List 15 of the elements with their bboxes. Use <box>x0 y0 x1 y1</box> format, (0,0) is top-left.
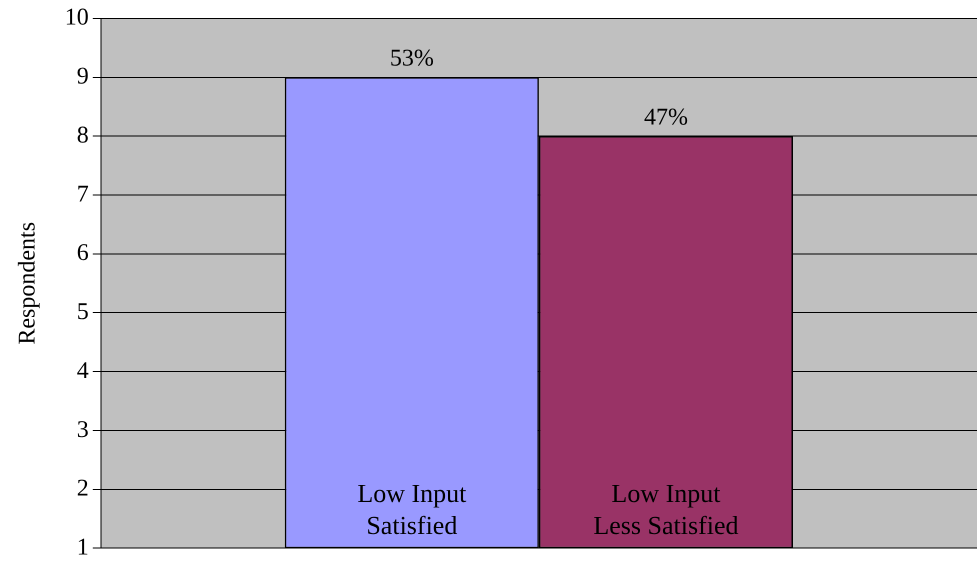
y-tick-label: 9 <box>76 64 89 90</box>
y-tick-label: 3 <box>76 416 89 443</box>
y-tick-label: 10 <box>64 4 89 31</box>
annotation: 53% <box>390 46 434 72</box>
y-tick-label: 6 <box>76 240 89 266</box>
y-tick-label: 4 <box>76 358 89 384</box>
y-tick-label: 8 <box>76 122 89 148</box>
series-label: Low Input Less Satisfied <box>593 479 739 540</box>
y-tick-label: 1 <box>76 534 89 560</box>
y-tick-label: 7 <box>76 181 89 208</box>
series-label: Low Input Satisfied <box>357 479 468 540</box>
y-axis-title: Respondents <box>14 222 41 345</box>
y-tick-label: 2 <box>76 476 89 502</box>
y-tick-label: 5 <box>76 299 89 326</box>
annotation: 47% <box>644 104 688 130</box>
